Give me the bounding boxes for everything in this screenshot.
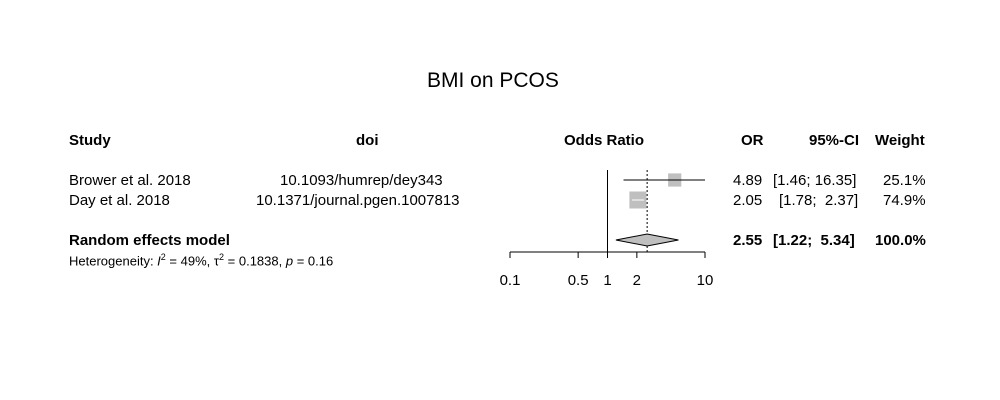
x-axis-tick-label: 0.1 — [500, 272, 521, 289]
chart-title: BMI on PCOS — [427, 69, 559, 92]
study-weight: 74.9% — [883, 192, 926, 209]
pooled-ci: [1.22; 5.34] — [773, 232, 855, 249]
x-axis-tick-label: 1 — [603, 272, 611, 289]
study-doi: 10.1093/humrep/dey343 — [280, 172, 443, 189]
pooled-or: 2.55 — [733, 232, 763, 249]
x-axis-tick-label: 10 — [697, 272, 714, 289]
study-ci: [1.78; 2.37] — [779, 192, 859, 209]
x-axis-tick-label: 0.5 — [568, 272, 589, 289]
heterogeneity-text: Heterogeneity: I2 = 49%, τ2 = 0.1838, p … — [69, 252, 334, 269]
header-doi: doi — [356, 132, 379, 149]
pooled-label: Random effects model — [69, 232, 230, 249]
p-symbol: p — [285, 253, 294, 269]
pooled-diamond — [615, 233, 679, 247]
header-odds-ratio: Odds Ratio — [564, 132, 645, 149]
i2-symbol: I — [157, 253, 161, 269]
study-ci: [1.46; 16.35] — [773, 172, 857, 189]
study-or: 2.05 — [733, 192, 763, 209]
tau-superscript: 2 — [219, 252, 225, 262]
study-or: 4.89 — [733, 172, 763, 189]
header-study: Study — [69, 132, 111, 149]
study-name: Brower et al. 2018 — [69, 172, 191, 189]
study-name: Day et al. 2018 — [69, 192, 170, 209]
header-or: OR — [741, 132, 764, 149]
i2-value: = 49%, — [165, 253, 214, 269]
study-doi: 10.1371/journal.pgen.1007813 — [256, 192, 460, 209]
x-axis-tick-label: 2 — [633, 272, 641, 289]
tau-value: = 0.1838, — [224, 253, 286, 269]
study-weight: 25.1% — [883, 172, 926, 189]
pooled-weight: 100.0% — [875, 232, 926, 249]
header-weight: Weight — [875, 132, 925, 149]
tau-symbol: τ — [213, 253, 220, 269]
heterogeneity-prefix: Heterogeneity: — [69, 253, 158, 269]
header-ci: 95%-CI — [809, 132, 860, 149]
i2-superscript: 2 — [160, 252, 166, 262]
p-value: = 0.16 — [293, 253, 334, 269]
